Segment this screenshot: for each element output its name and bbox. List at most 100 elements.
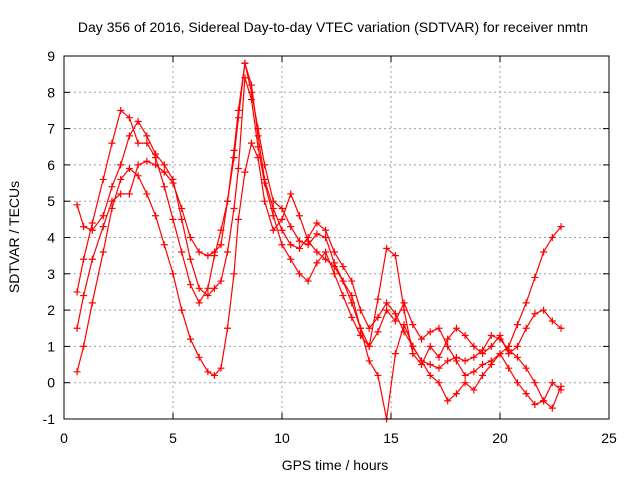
data-point	[230, 204, 238, 212]
y-tick-label: -1	[43, 411, 56, 427]
data-point	[217, 226, 225, 234]
data-point	[152, 212, 160, 220]
data-point	[435, 379, 443, 387]
data-point	[99, 212, 107, 220]
data-point	[234, 114, 242, 122]
data-point	[391, 252, 399, 260]
data-point	[548, 379, 556, 387]
data-point	[496, 350, 504, 358]
data-point	[287, 190, 295, 198]
data-point	[322, 248, 330, 256]
data-point	[80, 292, 88, 300]
data-point	[117, 175, 125, 183]
data-point	[73, 288, 81, 296]
data-point	[230, 270, 238, 278]
data-point	[217, 241, 225, 249]
data-point	[160, 241, 168, 249]
data-point	[304, 277, 312, 285]
data-point	[540, 248, 548, 256]
data-point	[224, 248, 231, 256]
data-point	[470, 386, 478, 394]
data-point	[383, 306, 391, 314]
x-axis-title: GPS time / hours	[282, 457, 389, 473]
data-point	[80, 342, 88, 350]
data-point	[505, 364, 513, 372]
y-tick-label: 2	[47, 302, 55, 318]
data-point	[461, 332, 469, 340]
data-point	[330, 270, 338, 278]
data-point	[278, 241, 286, 249]
data-point	[241, 168, 249, 176]
data-point	[330, 248, 338, 256]
data-point	[160, 161, 168, 169]
data-point	[365, 357, 373, 365]
chart-title: Day 356 of 2016, Sidereal Day-to-day VTE…	[78, 19, 588, 35]
data-point	[391, 350, 399, 358]
data-point	[418, 357, 426, 365]
data-point	[557, 382, 565, 390]
data-point	[73, 324, 81, 332]
data-point	[80, 255, 88, 263]
data-point	[295, 237, 303, 245]
data-point	[452, 353, 460, 361]
data-point	[295, 270, 303, 278]
series-track-2	[73, 59, 565, 369]
series-line	[76, 141, 562, 420]
data-point	[383, 244, 391, 252]
data-point	[195, 353, 203, 361]
data-point	[400, 328, 408, 336]
data-point	[513, 342, 521, 350]
data-point	[391, 310, 399, 318]
y-tick-label: 1	[47, 338, 55, 354]
data-point	[88, 219, 96, 227]
data-point	[186, 255, 194, 263]
data-point	[241, 59, 249, 67]
y-tick-label: 9	[47, 48, 55, 64]
data-point	[409, 350, 417, 358]
data-point	[143, 132, 151, 140]
data-point	[134, 117, 142, 125]
data-point	[88, 299, 96, 307]
data-point	[496, 335, 504, 343]
data-point	[99, 175, 107, 183]
data-point	[374, 371, 382, 379]
data-point	[134, 172, 142, 180]
data-point	[278, 226, 286, 234]
data-point	[339, 277, 347, 285]
x-tick-label: 10	[274, 430, 290, 446]
data-point	[134, 161, 142, 169]
data-point	[374, 328, 382, 336]
data-point	[531, 379, 539, 387]
data-point	[522, 390, 530, 398]
data-point	[531, 400, 539, 408]
data-point	[522, 299, 530, 307]
data-point	[487, 342, 495, 350]
data-point	[224, 324, 231, 332]
data-point	[322, 226, 330, 234]
data-point	[278, 215, 286, 223]
data-point	[339, 292, 347, 300]
data-point	[444, 397, 452, 405]
data-point	[178, 215, 186, 223]
data-point	[247, 139, 255, 147]
data-point	[444, 335, 452, 343]
x-tick-label: 5	[169, 430, 177, 446]
data-point	[88, 255, 96, 263]
data-point	[108, 197, 116, 205]
x-tick-label: 20	[492, 430, 508, 446]
data-point	[548, 317, 556, 325]
data-point	[365, 324, 373, 332]
data-point	[204, 368, 212, 376]
data-point	[461, 371, 469, 379]
series-track-4	[73, 59, 565, 412]
data-point	[374, 295, 382, 303]
data-point	[295, 244, 303, 252]
data-point	[117, 161, 125, 169]
data-point	[117, 190, 125, 198]
data-point	[186, 335, 194, 343]
data-point	[230, 154, 238, 162]
data-point	[186, 234, 194, 241]
